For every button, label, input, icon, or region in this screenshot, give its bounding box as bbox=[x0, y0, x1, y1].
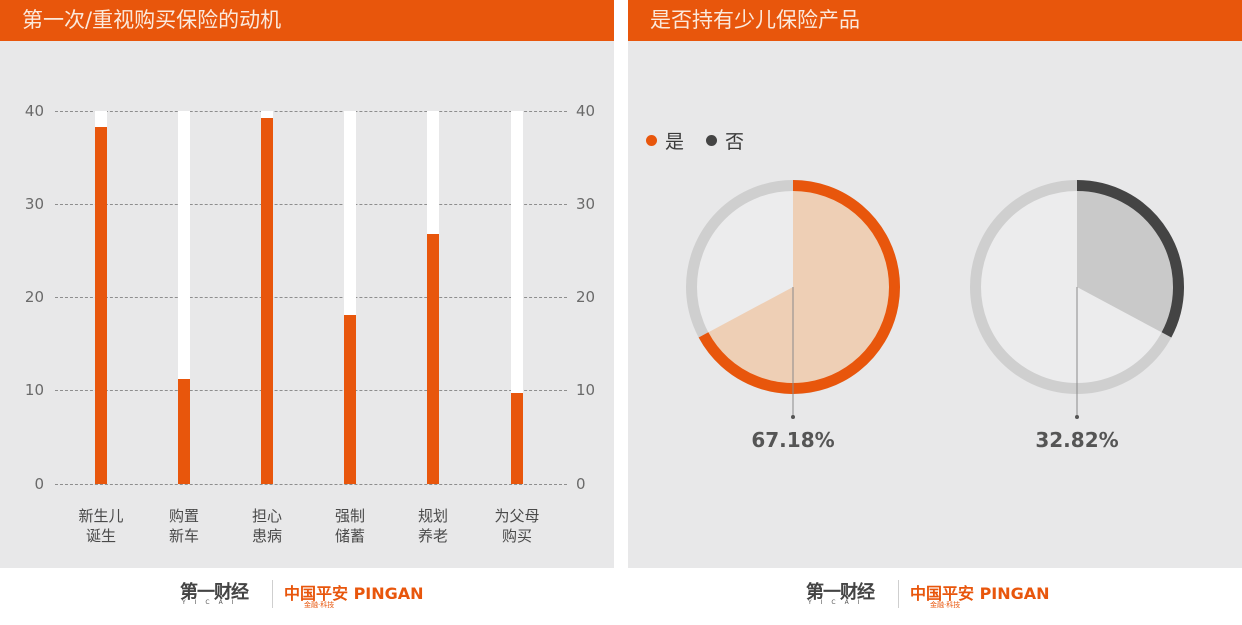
pingan-logo: 中国平安 PINGAN bbox=[284, 584, 424, 603]
logo-divider bbox=[272, 580, 273, 608]
logo-divider bbox=[898, 580, 899, 608]
y-tick-left: 0 bbox=[34, 475, 44, 493]
pie-slice-yes bbox=[705, 188, 892, 386]
bar-background bbox=[511, 111, 523, 484]
bar bbox=[511, 392, 523, 484]
gridline-10 bbox=[55, 390, 567, 391]
gridline-40 bbox=[55, 111, 567, 112]
x-label: 新生儿 诞生 bbox=[78, 507, 124, 545]
x-label: 为父母 购买 bbox=[494, 507, 540, 545]
y-tick-left: 30 bbox=[24, 195, 44, 213]
pie-leader-dot bbox=[791, 415, 795, 419]
y-tick-right: 0 bbox=[576, 475, 586, 493]
bar bbox=[178, 378, 190, 484]
pie-yes-percentage: 67.18% bbox=[751, 428, 835, 452]
gridline-0 bbox=[55, 484, 567, 485]
yicai-logo: 第一财经 bbox=[180, 582, 249, 603]
y-tick-right: 40 bbox=[576, 102, 596, 120]
bar-chart-panel: 第一次/重视购买保险的动机 40 30 20 10 0 40 30 20 10 … bbox=[0, 0, 614, 568]
y-tick-right: 30 bbox=[576, 195, 596, 213]
bar bbox=[427, 234, 439, 484]
yicai-logo-sub: YICAI bbox=[808, 599, 869, 606]
bar-chart-title: 第一次/重视购买保险的动机 bbox=[22, 8, 282, 32]
pie-charts-svg bbox=[686, 180, 1184, 419]
footer-logos-left: 第一财经 YICAI 中国平安 PINGAN 金融·科技 bbox=[180, 578, 440, 612]
pie-arc-no bbox=[1076, 180, 1184, 338]
x-label: 强制 储蓄 bbox=[334, 507, 365, 545]
pingan-logo-sub: 金融·科技 bbox=[304, 601, 335, 609]
pie-arc-yes bbox=[698, 180, 900, 394]
x-label: 规划 养老 bbox=[417, 507, 448, 545]
yicai-logo-sub: YICAI bbox=[182, 599, 243, 606]
y-tick-right: 10 bbox=[576, 381, 596, 399]
bar-chart-header: 第一次/重视购买保险的动机 bbox=[0, 0, 614, 41]
legend-dot-dark-icon bbox=[706, 135, 717, 146]
y-tick-right: 20 bbox=[576, 288, 596, 306]
bar bbox=[261, 117, 273, 484]
pie-chart-title: 是否持有少儿保险产品 bbox=[650, 8, 860, 32]
bar bbox=[95, 126, 107, 484]
legend-item-no: 否 bbox=[706, 127, 744, 154]
legend-item-yes: 是 bbox=[646, 127, 684, 154]
pie-no-percentage: 32.82% bbox=[1035, 428, 1119, 452]
pie-chart-header: 是否持有少儿保险产品 bbox=[628, 0, 1242, 41]
bar bbox=[344, 315, 356, 484]
x-label: 担心 患病 bbox=[251, 507, 282, 545]
x-label: 购置 新车 bbox=[168, 507, 199, 545]
pie-leader-dot bbox=[1075, 415, 1079, 419]
yicai-logo: 第一财经 bbox=[806, 582, 875, 603]
y-tick-left: 10 bbox=[24, 381, 44, 399]
pie-chart-panel: 是否持有少儿保险产品 是 否 67.18% 32.82% bbox=[628, 0, 1242, 568]
pingan-logo: 中国平安 PINGAN bbox=[910, 584, 1050, 603]
pingan-logo-sub: 金融·科技 bbox=[930, 601, 961, 609]
gridline-30 bbox=[55, 204, 567, 205]
legend-dot-orange-icon bbox=[646, 135, 657, 146]
y-tick-left: 40 bbox=[24, 102, 44, 120]
y-tick-left: 20 bbox=[24, 288, 44, 306]
gridline-20 bbox=[55, 297, 567, 298]
footer-logos-right: 第一财经 YICAI 中国平安 PINGAN 金融·科技 bbox=[806, 578, 1066, 612]
